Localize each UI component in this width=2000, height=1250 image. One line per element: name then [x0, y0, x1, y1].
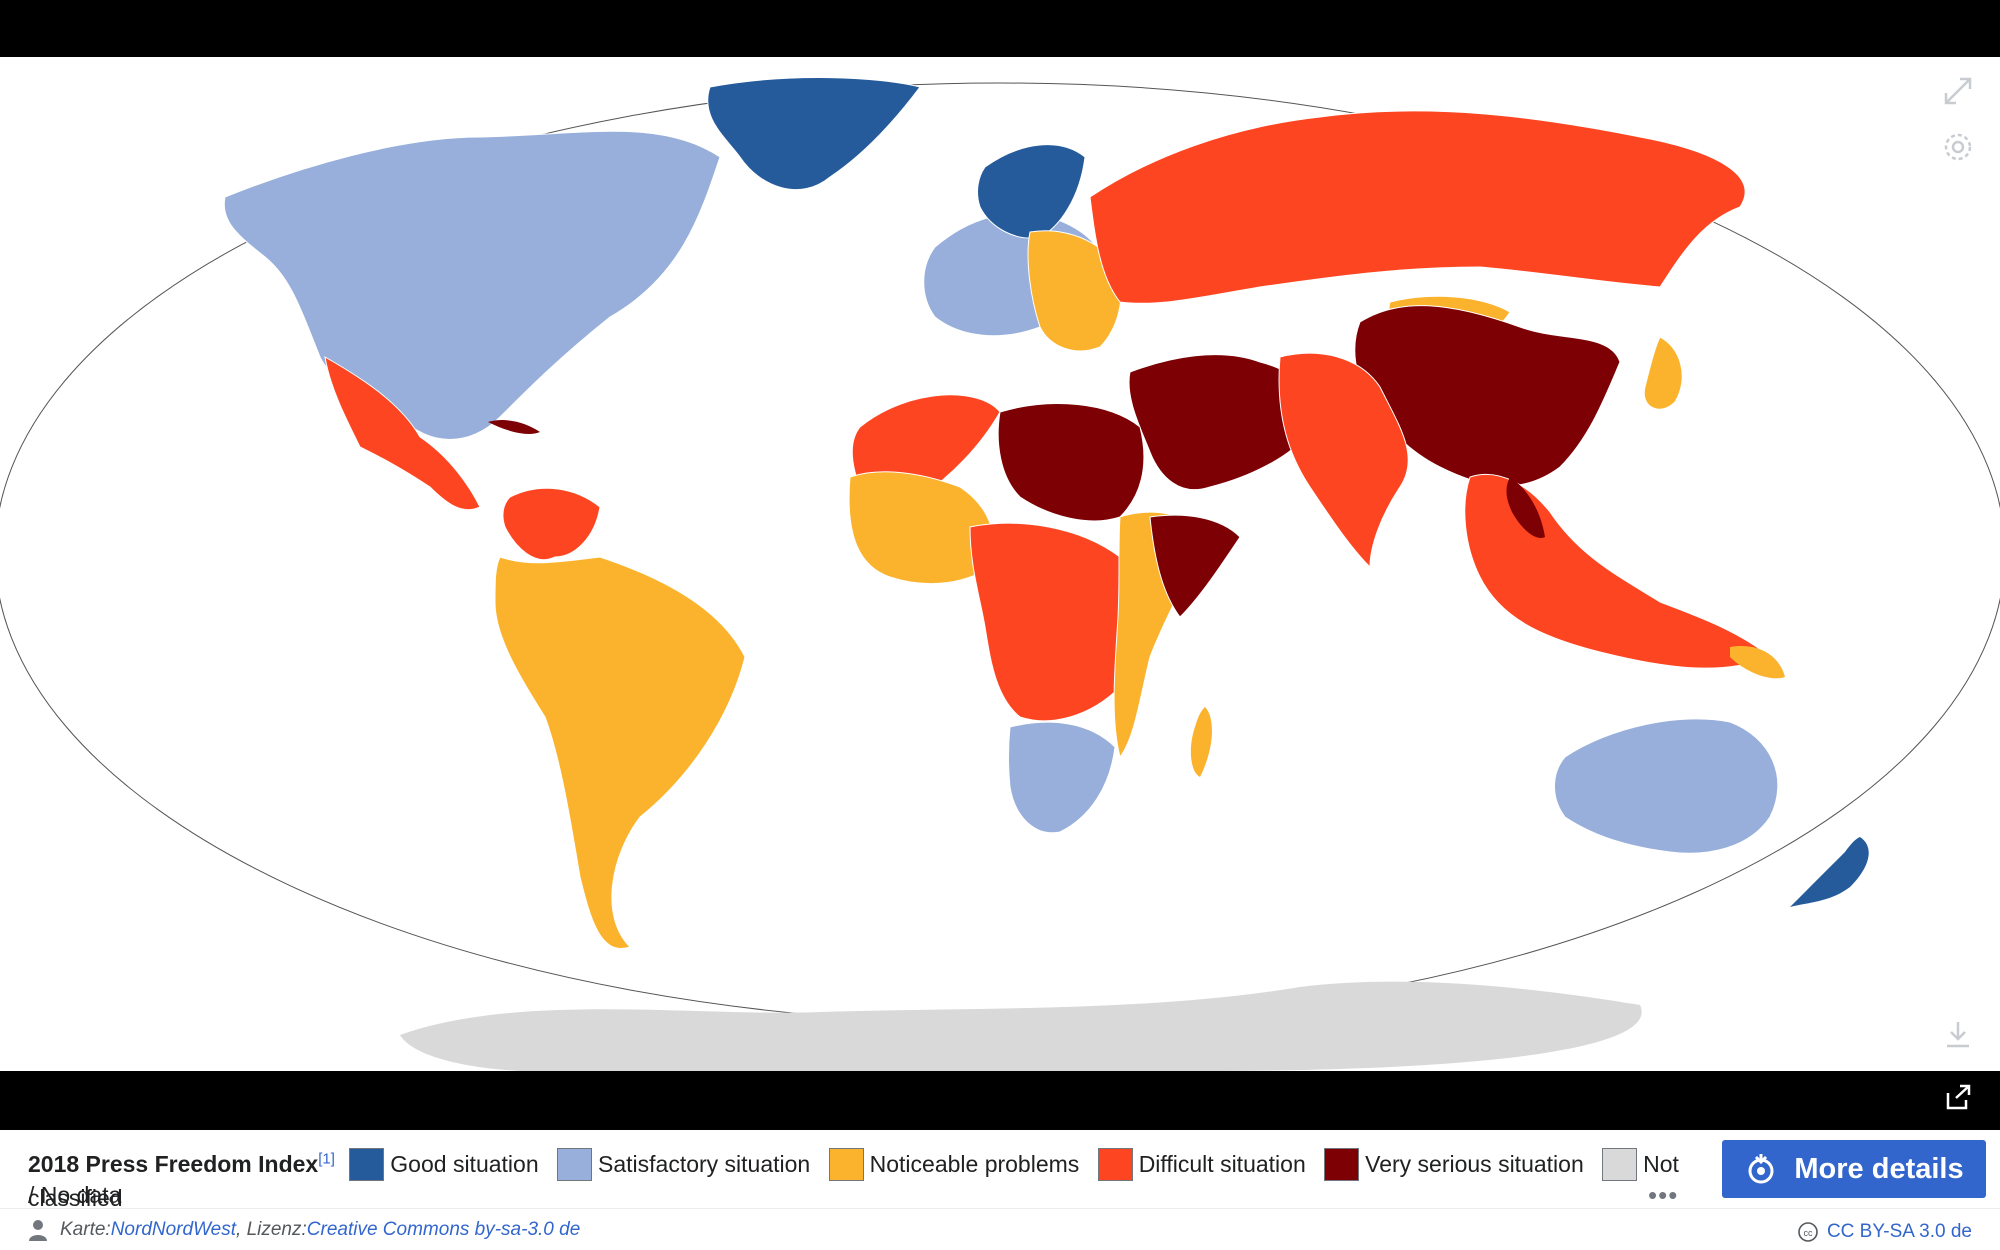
- region-libya-egypt: [997, 403, 1145, 522]
- image-caption: 2018 Press Freedom Index[1] Good situati…: [0, 1130, 2000, 1250]
- legend-label: Not classified: [28, 1150, 1679, 1211]
- region-north-america: [223, 130, 721, 440]
- caption-title: 2018 Press Freedom Index[1]: [28, 1150, 335, 1177]
- region-southern-africa: [1008, 721, 1116, 834]
- legend-swatch-very-serious: [1324, 1147, 1360, 1181]
- fullscreen-icon: [1944, 77, 1972, 105]
- reference-link[interactable]: [1]: [318, 1150, 335, 1167]
- legend-swatch-good: [349, 1147, 385, 1181]
- legend-label: Good situation: [390, 1150, 539, 1177]
- close-button[interactable]: [1936, 57, 1980, 65]
- region-middle-east: [1128, 354, 1314, 491]
- creative-commons-icon: cc: [1797, 1221, 1819, 1243]
- license-badge[interactable]: cc CC BY-SA 3.0 de: [1797, 1218, 1972, 1246]
- attribution: Karte: NordNordWest , Lizenz: Creative C…: [28, 1216, 580, 1244]
- region-eastern-europe: [1027, 230, 1122, 352]
- more-details-button[interactable]: More details: [1722, 1140, 1986, 1198]
- legend-label: Satisfactory situation: [598, 1150, 811, 1177]
- attribution-prefix: Karte:: [60, 1219, 111, 1240]
- license-short-label: CC BY-SA 3.0 de: [1826, 1221, 1972, 1242]
- more-details-label: More details: [1794, 1152, 1964, 1185]
- settings-button[interactable]: [1936, 125, 1980, 169]
- region-madagascar: [1190, 707, 1212, 777]
- svg-text:cc: cc: [1803, 1228, 1813, 1238]
- region-central-africa: [969, 522, 1136, 722]
- download-icon: [1947, 1022, 1969, 1048]
- region-antarctica: [400, 981, 1642, 1071]
- region-australia: [1554, 718, 1779, 854]
- region-north-south-america: [502, 487, 601, 561]
- close-icon: [1943, 57, 1973, 58]
- download-button[interactable]: [1936, 1013, 1980, 1057]
- viewer-bottom-bar: [0, 1071, 2000, 1130]
- share-icon: [1946, 1084, 1971, 1110]
- legend-label: Very serious situation: [1365, 1150, 1584, 1177]
- attribution-middle: , Lizenz:: [236, 1219, 307, 1240]
- region-south-america: [494, 556, 746, 950]
- region-japan: [1643, 336, 1683, 410]
- region-greenland: [707, 77, 921, 191]
- share-button[interactable]: [1936, 1075, 1980, 1119]
- legend-swatch-satisfactory: [557, 1147, 593, 1181]
- region-caribbean: [488, 420, 540, 434]
- legend-swatch-difficult: [1097, 1147, 1133, 1181]
- commons-logo-icon: [1744, 1152, 1778, 1186]
- region-south-asia: [1278, 352, 1409, 569]
- fullscreen-button[interactable]: [1936, 69, 1980, 113]
- author-link[interactable]: NordNordWest: [110, 1219, 237, 1240]
- region-papua: [1730, 646, 1785, 679]
- legend: 2018 Press Freedom Index[1] Good situati…: [28, 1142, 1708, 1215]
- image-viewer: [0, 57, 2000, 1071]
- region-mexico: [324, 356, 481, 511]
- legend-swatch-not-classified: [1602, 1147, 1638, 1181]
- region-horn-of-africa: [1149, 514, 1241, 618]
- legend-swatch-noticeable: [828, 1147, 864, 1181]
- license-link[interactable]: Creative Commons by-sa-3.0 de: [306, 1219, 581, 1240]
- region-russia: [1089, 110, 1746, 304]
- expand-caption-button[interactable]: •••: [1648, 1180, 1679, 1210]
- viewer-top-bar: [0, 0, 2000, 57]
- person-icon: [28, 1219, 48, 1241]
- legend-label: Noticeable problems: [869, 1150, 1080, 1177]
- region-new-zealand: [1790, 837, 1869, 907]
- gear-icon: [1944, 133, 1972, 161]
- world-map[interactable]: [0, 57, 2000, 1071]
- legend-label: Difficult situation: [1138, 1150, 1306, 1177]
- legend-nodata-text: / No data: [28, 1182, 122, 1208]
- region-vietnam: [1506, 477, 1545, 538]
- caption-divider: [0, 1208, 2000, 1209]
